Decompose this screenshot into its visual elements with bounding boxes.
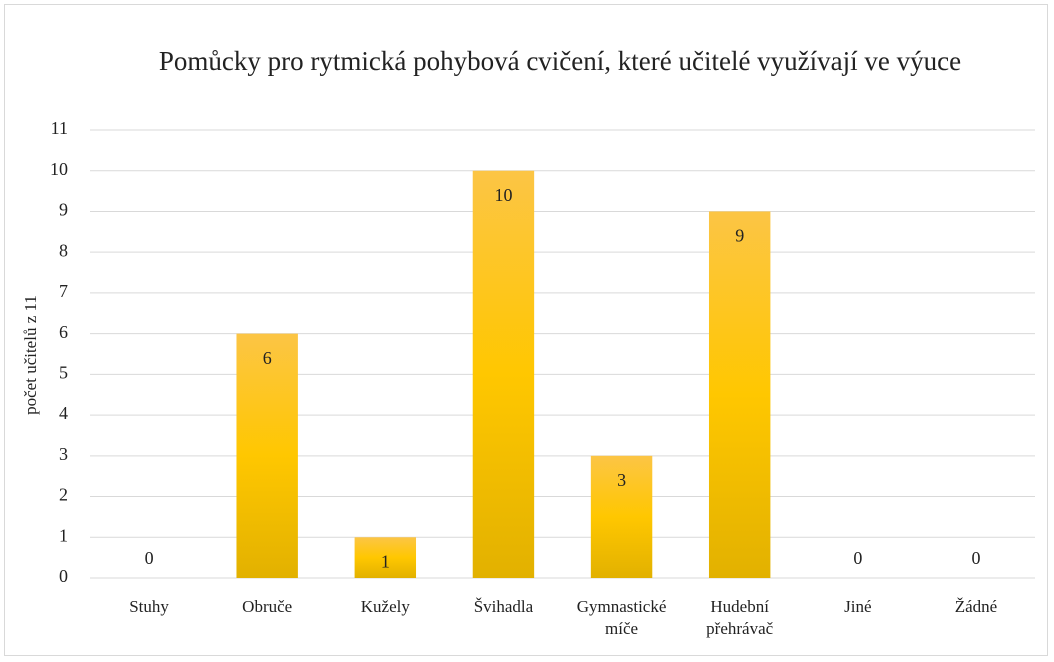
bar <box>708 211 771 579</box>
data-label: 3 <box>617 470 626 490</box>
data-label: 0 <box>971 548 980 568</box>
y-tick-label: 5 <box>59 362 68 382</box>
data-label: 1 <box>381 551 390 571</box>
x-tick-label: Hudební přehrávač <box>706 597 774 638</box>
bar <box>236 333 298 578</box>
bar <box>472 170 535 578</box>
data-label: 0 <box>853 548 862 568</box>
y-tick-label: 11 <box>51 118 68 138</box>
x-tick-label: Jiné <box>844 597 872 616</box>
y-axis-label: počet učitelů z 11 <box>21 295 40 415</box>
y-tick-label: 0 <box>59 566 68 586</box>
y-tick-label: 6 <box>59 322 68 342</box>
x-tick-label: Obruče <box>242 597 293 616</box>
x-tick-label: Gymnastické míče <box>576 597 667 638</box>
y-tick-label: 10 <box>50 159 68 179</box>
y-tick-label: 8 <box>59 240 68 260</box>
y-tick-label: 9 <box>59 200 68 220</box>
x-tick-label: Švihadla <box>473 597 534 616</box>
data-label: 10 <box>494 185 512 205</box>
bar <box>354 537 417 578</box>
y-tick-label: 7 <box>59 281 68 301</box>
data-label: 6 <box>263 348 272 368</box>
data-label: 0 <box>145 548 154 568</box>
y-tick-label: 2 <box>59 485 68 505</box>
bar <box>590 455 653 578</box>
chart-title: Pomůcky pro rytmická pohybová cvičení, k… <box>158 46 962 76</box>
y-tick-label: 3 <box>59 444 68 464</box>
x-tick-label: Stuhy <box>129 597 169 616</box>
x-tick-label: Kužely <box>360 597 410 616</box>
chart-frame <box>4 4 1048 656</box>
x-tick-label: Žádné <box>954 597 998 616</box>
data-label: 9 <box>735 226 744 246</box>
y-tick-label: 4 <box>59 403 68 423</box>
y-tick-label: 1 <box>59 525 68 545</box>
